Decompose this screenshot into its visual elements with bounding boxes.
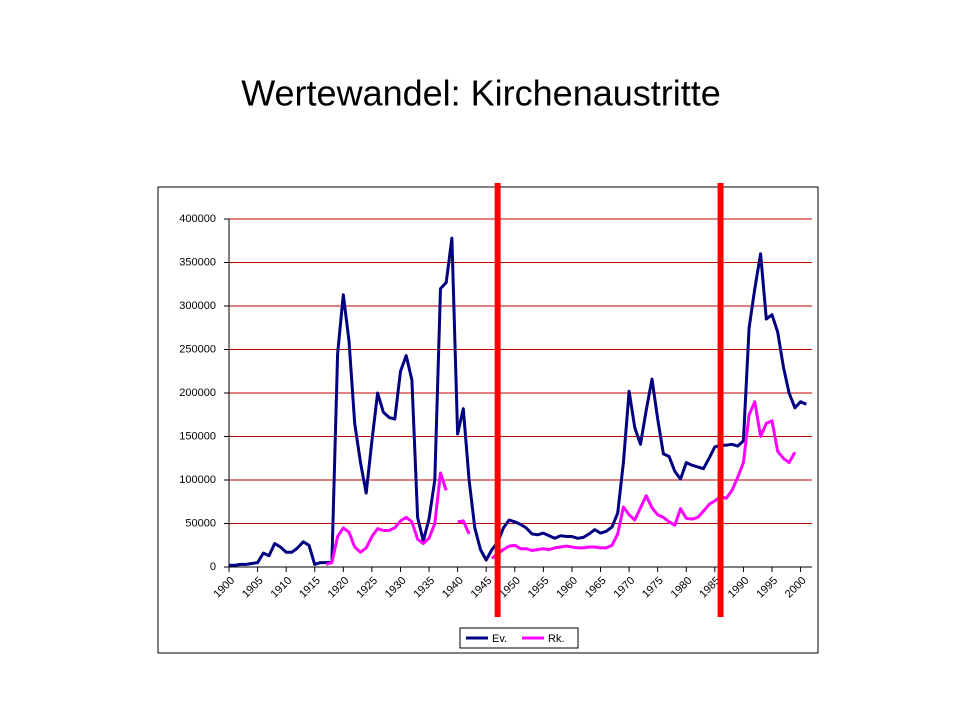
slide-title: Wertewandel: Kirchenaustritte xyxy=(241,73,721,114)
y-tick-label: 300000 xyxy=(179,300,216,312)
legend-label: Rk. xyxy=(548,633,565,645)
y-tick-label: 400000 xyxy=(179,213,216,225)
y-tick-label: 100000 xyxy=(179,474,216,486)
y-tick-label: 200000 xyxy=(179,387,216,399)
y-tick-label: 350000 xyxy=(179,256,216,268)
y-tick-label: 50000 xyxy=(185,517,216,529)
y-tick-label: 0 xyxy=(210,561,216,573)
legend-label: Ev. xyxy=(492,633,507,645)
series-line xyxy=(325,400,797,566)
legend-box xyxy=(459,627,579,649)
y-tick-label: 250000 xyxy=(179,343,216,355)
series-line xyxy=(229,236,807,567)
y-tick-label: 150000 xyxy=(179,430,216,442)
chart-frame xyxy=(157,186,819,654)
